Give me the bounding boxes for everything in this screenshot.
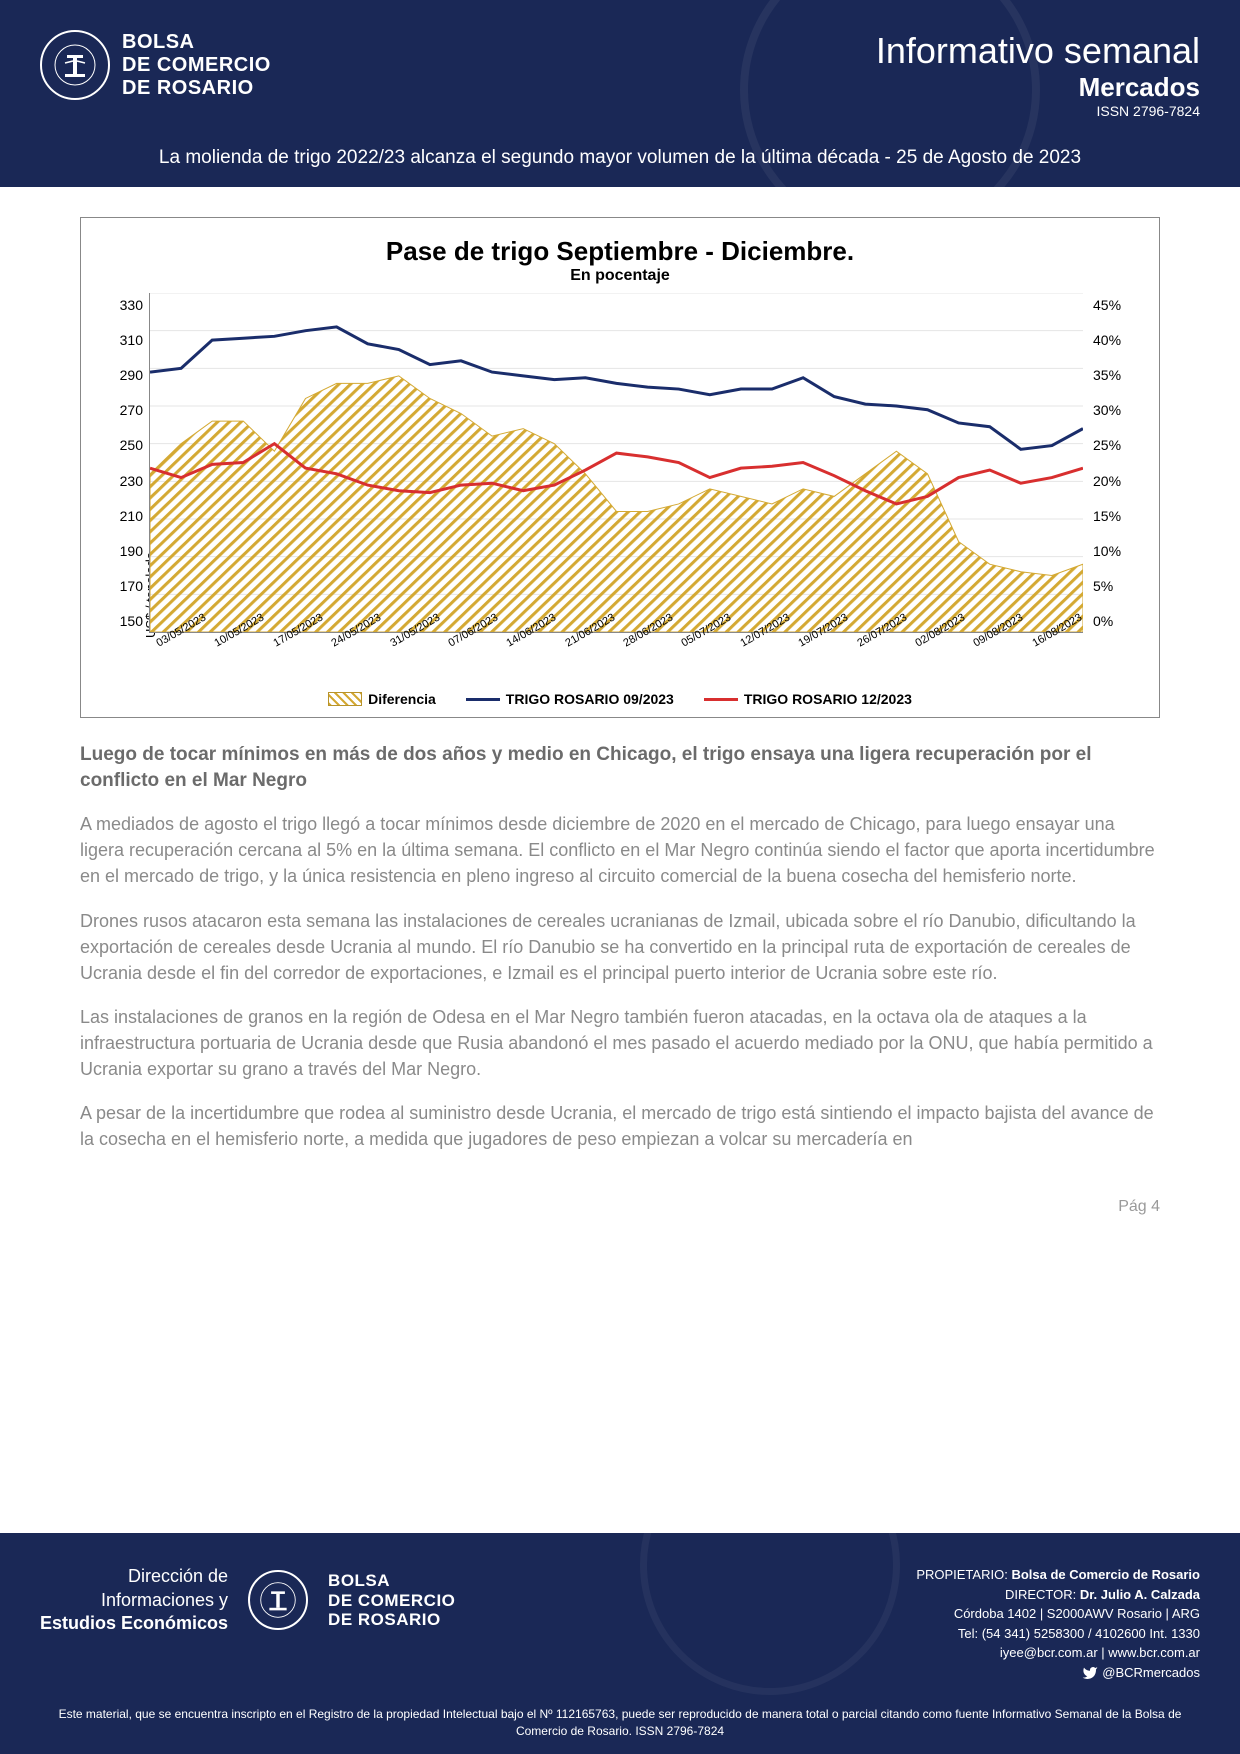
tel-line: Tel: (54 341) 5258300 / 4102600 Int. 133… — [916, 1624, 1200, 1644]
paragraph: A mediados de agosto el trigo llegó a to… — [80, 811, 1160, 889]
legend-line-blue — [466, 698, 500, 701]
org-name: BOLSA DE COMERCIO DE ROSARIO — [122, 31, 271, 100]
wheat-chart: Pase de trigo Septiembre - Diciembre. En… — [80, 217, 1160, 718]
dept-line: Informaciones y — [40, 1589, 228, 1612]
org-logo-block: BOLSA DE COMERCIO DE ROSARIO — [40, 30, 271, 100]
org-line: DE COMERCIO — [328, 1591, 455, 1611]
legend-line-red — [704, 698, 738, 701]
org-line3: DE ROSARIO — [122, 77, 271, 100]
org-line: DE ROSARIO — [328, 1610, 455, 1630]
paragraph: Las instalaciones de granos en la región… — [80, 1004, 1160, 1082]
footer-contact: PROPIETARIO: Bolsa de Comercio de Rosari… — [916, 1565, 1200, 1682]
address-line: Córdoba 1402 | S2000AWV Rosario | ARG — [916, 1604, 1200, 1624]
email-line: iyee@bcr.com.ar | www.bcr.com.ar — [916, 1643, 1200, 1663]
twitter-line: @BCRmercados — [916, 1663, 1200, 1683]
twitter-icon — [1082, 1665, 1098, 1681]
article-heading: Luego de tocar mínimos en más de dos año… — [80, 742, 1160, 793]
dept-line: Estudios Económicos — [40, 1612, 228, 1635]
page-content: Pase de trigo Septiembre - Diciembre. En… — [0, 187, 1240, 1190]
dept-line: Dirección de — [40, 1565, 228, 1588]
legend-swatch-hatch — [328, 692, 362, 706]
legend-trigo-09: TRIGO ROSARIO 09/2023 — [466, 691, 674, 707]
page-footer: Dirección de Informaciones y Estudios Ec… — [0, 1533, 1240, 1754]
legend-label: TRIGO ROSARIO 09/2023 — [506, 691, 674, 707]
paragraph: Drones rusos atacaron esta semana las in… — [80, 908, 1160, 986]
legend-label: Diferencia — [368, 691, 436, 707]
legend-label: TRIGO ROSARIO 12/2023 — [744, 691, 912, 707]
page-number: Pág 4 — [0, 1198, 1240, 1216]
plot-svg-area — [149, 293, 1083, 633]
page-header: BOLSA DE COMERCIO DE ROSARIO Informativo… — [0, 0, 1240, 187]
bcr-logo-icon — [248, 1570, 308, 1630]
chart-legend: Diferencia TRIGO ROSARIO 09/2023 TRIGO R… — [109, 691, 1131, 707]
org-line: BOLSA — [328, 1571, 455, 1591]
x-axis: 03/05/202310/05/202317/05/202324/05/2023… — [149, 633, 1083, 673]
footer-org-name: BOLSA DE COMERCIO DE ROSARIO — [328, 1571, 455, 1630]
paragraph: A pesar de la incertidumbre que rodea al… — [80, 1100, 1160, 1152]
propietario-line: PROPIETARIO: Bolsa de Comercio de Rosari… — [916, 1565, 1200, 1585]
bcr-logo-icon — [40, 30, 110, 100]
footer-disclaimer: Este material, que se encuentra inscript… — [40, 1706, 1200, 1740]
org-line2: DE COMERCIO — [122, 54, 271, 77]
chart-subtitle: En pocentaje — [109, 267, 1131, 285]
director-line: DIRECTOR: Dr. Julio A. Calzada — [916, 1585, 1200, 1605]
y-axis-right: 45%40%35%30%25%20%15%10%5%0% — [1083, 293, 1131, 633]
twitter-handle: @BCRmercados — [1102, 1663, 1200, 1683]
department-name: Dirección de Informaciones y Estudios Ec… — [40, 1565, 228, 1635]
legend-trigo-12: TRIGO ROSARIO 12/2023 — [704, 691, 912, 707]
chart-plot-area: 330310290270250230210190170150 45%40%35%… — [109, 293, 1131, 633]
legend-diferencia: Diferencia — [328, 691, 436, 707]
org-line1: BOLSA — [122, 31, 271, 54]
footer-left-block: Dirección de Informaciones y Estudios Ec… — [40, 1565, 455, 1635]
chart-title: Pase de trigo Septiembre - Diciembre. — [109, 236, 1131, 267]
header-watermark — [740, 0, 1040, 187]
